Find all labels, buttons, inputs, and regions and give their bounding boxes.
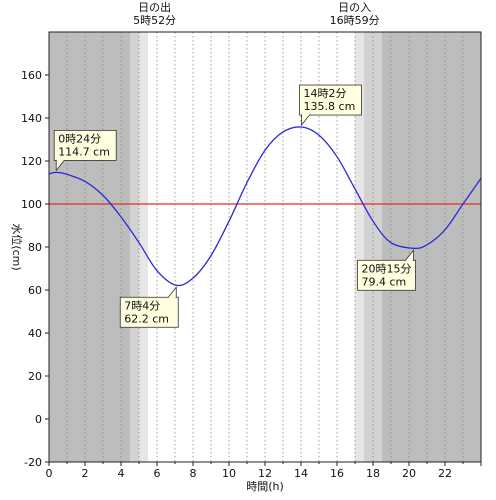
y-tick-label: 80 — [28, 241, 42, 254]
y-tick-label: 20 — [28, 370, 42, 383]
sun-label-time: 16時59分 — [330, 14, 380, 27]
y-tick-label: 100 — [21, 198, 42, 211]
callout-box — [357, 259, 416, 291]
tide-line — [49, 126, 481, 287]
callout-value: 62.2 cm — [124, 312, 169, 325]
callout-value: 135.8 cm — [304, 100, 356, 113]
x-tick-label: 20 — [402, 467, 416, 480]
callout-time: 20時15分 — [362, 262, 412, 275]
callout-value: 114.7 cm — [58, 145, 110, 158]
x-tick-label: 2 — [82, 467, 89, 480]
x-tick-label: 22 — [438, 467, 452, 480]
y-tick-label: 0 — [35, 413, 42, 426]
shade-band-twilight-light — [355, 32, 364, 462]
y-tick-label: 60 — [28, 284, 42, 297]
y-axis-title: 水位(cm) — [10, 223, 24, 270]
sun-label-time: 5時52分 — [133, 14, 176, 27]
shade-band-night — [382, 32, 481, 462]
callout-time: 0時24分 — [58, 132, 101, 145]
x-tick-label: 16 — [330, 467, 344, 480]
callout-box — [53, 129, 117, 161]
callout-value: 79.4 cm — [362, 275, 407, 288]
y-tick-label: 160 — [21, 69, 42, 82]
y-tick-label: -20 — [24, 456, 42, 469]
x-tick-label: 12 — [258, 467, 272, 480]
x-tick-label: 6 — [154, 467, 161, 480]
shade-band-twilight-dark — [364, 32, 382, 462]
y-tick-label: 120 — [21, 155, 42, 168]
x-tick-label: 10 — [222, 467, 236, 480]
y-tick-label: 40 — [28, 327, 42, 340]
callout-box — [119, 296, 179, 328]
sun-label-title: 日の入 — [338, 1, 371, 14]
x-tick-label: 14 — [294, 467, 308, 480]
x-axis-title: 時間(h) — [246, 480, 284, 493]
x-tick-label: 8 — [190, 467, 197, 480]
callout-box — [299, 84, 362, 116]
sun-label-title: 日の出 — [138, 0, 171, 14]
x-tick-label: 0 — [46, 467, 53, 480]
y-tick-label: 140 — [21, 112, 42, 125]
callout-time: 7時4分 — [124, 299, 160, 312]
shade-band-twilight-light — [139, 32, 148, 462]
x-tick-label: 18 — [366, 467, 380, 480]
x-tick-label: 4 — [118, 467, 125, 480]
shade-band-night — [49, 32, 130, 462]
shade-band-twilight-dark — [130, 32, 139, 462]
callout-time: 14時2分 — [304, 87, 347, 100]
